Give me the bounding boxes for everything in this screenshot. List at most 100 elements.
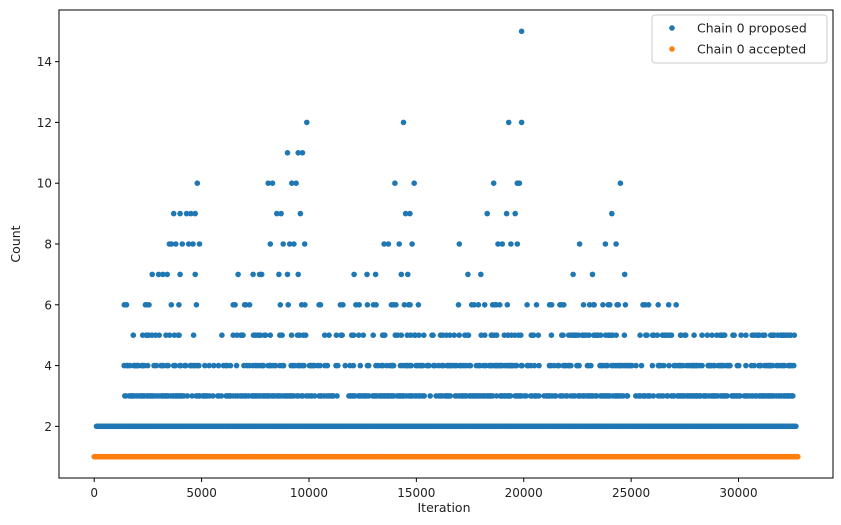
proposed-point bbox=[196, 362, 202, 369]
proposed-point bbox=[790, 393, 796, 399]
proposed-point bbox=[246, 302, 253, 308]
proposed-point bbox=[523, 393, 529, 399]
proposed-point bbox=[762, 332, 768, 339]
proposed-point bbox=[382, 332, 388, 339]
proposed-point bbox=[568, 362, 574, 369]
proposed-point bbox=[317, 362, 324, 369]
proposed-point bbox=[709, 332, 715, 339]
proposed-point bbox=[427, 393, 434, 399]
proposed-point bbox=[321, 332, 328, 339]
x-tick-label: 30000 bbox=[719, 486, 757, 500]
proposed-point bbox=[202, 362, 208, 369]
proposed-point bbox=[516, 180, 523, 186]
proposed-point bbox=[289, 180, 295, 186]
proposed-point bbox=[613, 241, 619, 247]
proposed-point bbox=[370, 332, 377, 339]
proposed-point bbox=[665, 302, 672, 308]
proposed-point bbox=[179, 241, 186, 247]
proposed-point bbox=[398, 271, 405, 278]
proposed-point bbox=[170, 210, 177, 217]
y-axis-label: Count bbox=[8, 225, 23, 262]
proposed-point bbox=[267, 241, 274, 247]
proposed-point bbox=[302, 302, 308, 308]
plot-points bbox=[91, 28, 801, 460]
proposed-point bbox=[357, 362, 364, 369]
proposed-point bbox=[707, 362, 714, 369]
proposed-point bbox=[407, 210, 413, 217]
proposed-point bbox=[621, 332, 628, 339]
proposed-point bbox=[284, 271, 291, 278]
proposed-point bbox=[536, 393, 542, 399]
proposed-point bbox=[415, 302, 422, 308]
proposed-point bbox=[514, 241, 521, 247]
proposed-point bbox=[447, 393, 454, 399]
proposed-point bbox=[416, 332, 422, 339]
proposed-point bbox=[475, 302, 482, 308]
proposed-point bbox=[293, 180, 299, 186]
proposed-point bbox=[350, 332, 357, 339]
proposed-point bbox=[602, 241, 609, 247]
proposed-point bbox=[184, 393, 191, 399]
proposed-point bbox=[455, 302, 462, 308]
proposed-point bbox=[629, 362, 635, 369]
proposed-point bbox=[317, 302, 324, 308]
proposed-point bbox=[192, 271, 198, 278]
x-tick-label: 5000 bbox=[186, 486, 217, 500]
proposed-point bbox=[302, 332, 309, 339]
proposed-point bbox=[518, 28, 525, 35]
x-tick-label: 20000 bbox=[505, 486, 543, 500]
proposed-point bbox=[519, 362, 525, 369]
proposed-point bbox=[624, 393, 631, 399]
proposed-point bbox=[408, 362, 414, 369]
proposed-point bbox=[149, 271, 155, 278]
y-tick-label: 4 bbox=[44, 359, 52, 373]
proposed-point bbox=[621, 271, 628, 278]
proposed-point bbox=[456, 241, 463, 247]
proposed-point bbox=[274, 210, 280, 217]
proposed-point bbox=[704, 332, 711, 339]
proposed-point bbox=[233, 362, 240, 369]
y-tick-label: 6 bbox=[44, 298, 52, 312]
proposed-point bbox=[335, 362, 341, 369]
proposed-point bbox=[691, 332, 697, 339]
proposed-point bbox=[168, 302, 175, 308]
proposed-point bbox=[508, 241, 514, 247]
proposed-point bbox=[731, 332, 737, 339]
proposed-point bbox=[193, 302, 200, 308]
proposed-point bbox=[121, 302, 128, 308]
proposed-point bbox=[767, 362, 774, 369]
y-tick-label: 12 bbox=[37, 116, 52, 130]
proposed-point bbox=[276, 271, 282, 278]
proposed-point bbox=[351, 271, 357, 278]
proposed-point bbox=[260, 362, 267, 369]
proposed-point bbox=[301, 241, 308, 247]
proposed-point bbox=[206, 362, 212, 369]
proposed-point bbox=[146, 302, 152, 308]
proposed-point bbox=[430, 332, 436, 339]
proposed-point bbox=[482, 332, 488, 339]
proposed-point bbox=[607, 302, 613, 308]
proposed-point bbox=[504, 302, 511, 308]
proposed-point bbox=[365, 393, 372, 399]
proposed-point bbox=[757, 362, 764, 369]
proposed-point bbox=[518, 332, 524, 339]
proposed-point bbox=[160, 271, 166, 278]
proposed-point bbox=[787, 362, 793, 369]
y-tick-label: 8 bbox=[44, 238, 52, 252]
proposed-point bbox=[426, 362, 432, 369]
proposed-point bbox=[398, 332, 405, 339]
proposed-point bbox=[654, 332, 661, 339]
proposed-point bbox=[342, 362, 349, 369]
proposed-point bbox=[392, 180, 398, 186]
proposed-point bbox=[456, 332, 463, 339]
proposed-point bbox=[447, 332, 453, 339]
proposed-point bbox=[512, 210, 518, 217]
proposed-point bbox=[295, 150, 302, 156]
proposed-point bbox=[340, 302, 346, 308]
proposed-point bbox=[295, 271, 302, 278]
proposed-point bbox=[390, 362, 397, 369]
legend-box bbox=[651, 14, 828, 64]
proposed-point bbox=[531, 362, 538, 369]
